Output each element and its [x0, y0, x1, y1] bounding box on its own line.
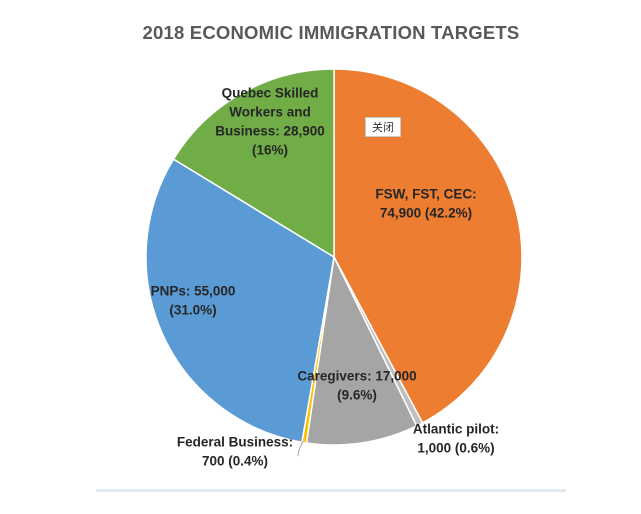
slice-label-line: PNPs: 55,000: [151, 284, 236, 299]
slice-label-line: Business: 28,900: [215, 124, 325, 139]
pie-slice-fsw-fst-cec: [333, 68, 523, 424]
close-button[interactable]: 关闭: [365, 117, 401, 137]
slice-label-pnps: PNPs: 55,000 (31.0%): [151, 284, 236, 318]
slice-label-line: (9.6%): [337, 388, 377, 403]
slice-label-federal-business: Federal Business: 700 (0.4%): [177, 435, 293, 469]
slice-label-line: 1,000 (0.6%): [417, 441, 494, 456]
slice-label-line: Federal Business:: [177, 435, 293, 450]
slice-label-line: 74,900 (42.2%): [380, 206, 472, 221]
slice-label-line: FSW, FST, CEC:: [375, 187, 476, 202]
slice-label-line: (16%): [252, 143, 288, 158]
slice-label-line: Quebec Skilled: [222, 86, 319, 101]
pie-slice-caregivers: [305, 254, 418, 446]
slice-label-line: (31.0%): [169, 303, 216, 318]
slice-label-atlantic-pilot: Atlantic pilot: 1,000 (0.6%): [413, 422, 499, 456]
slice-label-quebec-skilled-workers-and-business: Quebec Skilled Workers and Business: 28,90…: [215, 86, 325, 158]
leader-line-federal-business: [297, 440, 304, 457]
pie-slice-quebec-skilled-workers-and-business: [172, 68, 335, 259]
card-bottom-border: [96, 489, 566, 492]
slice-label-line: Workers and: [229, 105, 311, 120]
slice-label-fsw-fst-cec: FSW, FST, CEC: 74,900 (42.2%): [375, 187, 476, 221]
slice-label-line: Caregivers: 17,000: [297, 369, 416, 384]
slice-label-line: 700 (0.4%): [202, 454, 268, 469]
chart-title: 2018 ECONOMIC IMMIGRATION TARGETS: [142, 22, 520, 43]
slice-label-caregivers: Caregivers: 17,000 (9.6%): [297, 369, 416, 403]
pie-slice-pnps: [145, 158, 335, 444]
slice-label-line: Atlantic pilot:: [413, 422, 499, 437]
